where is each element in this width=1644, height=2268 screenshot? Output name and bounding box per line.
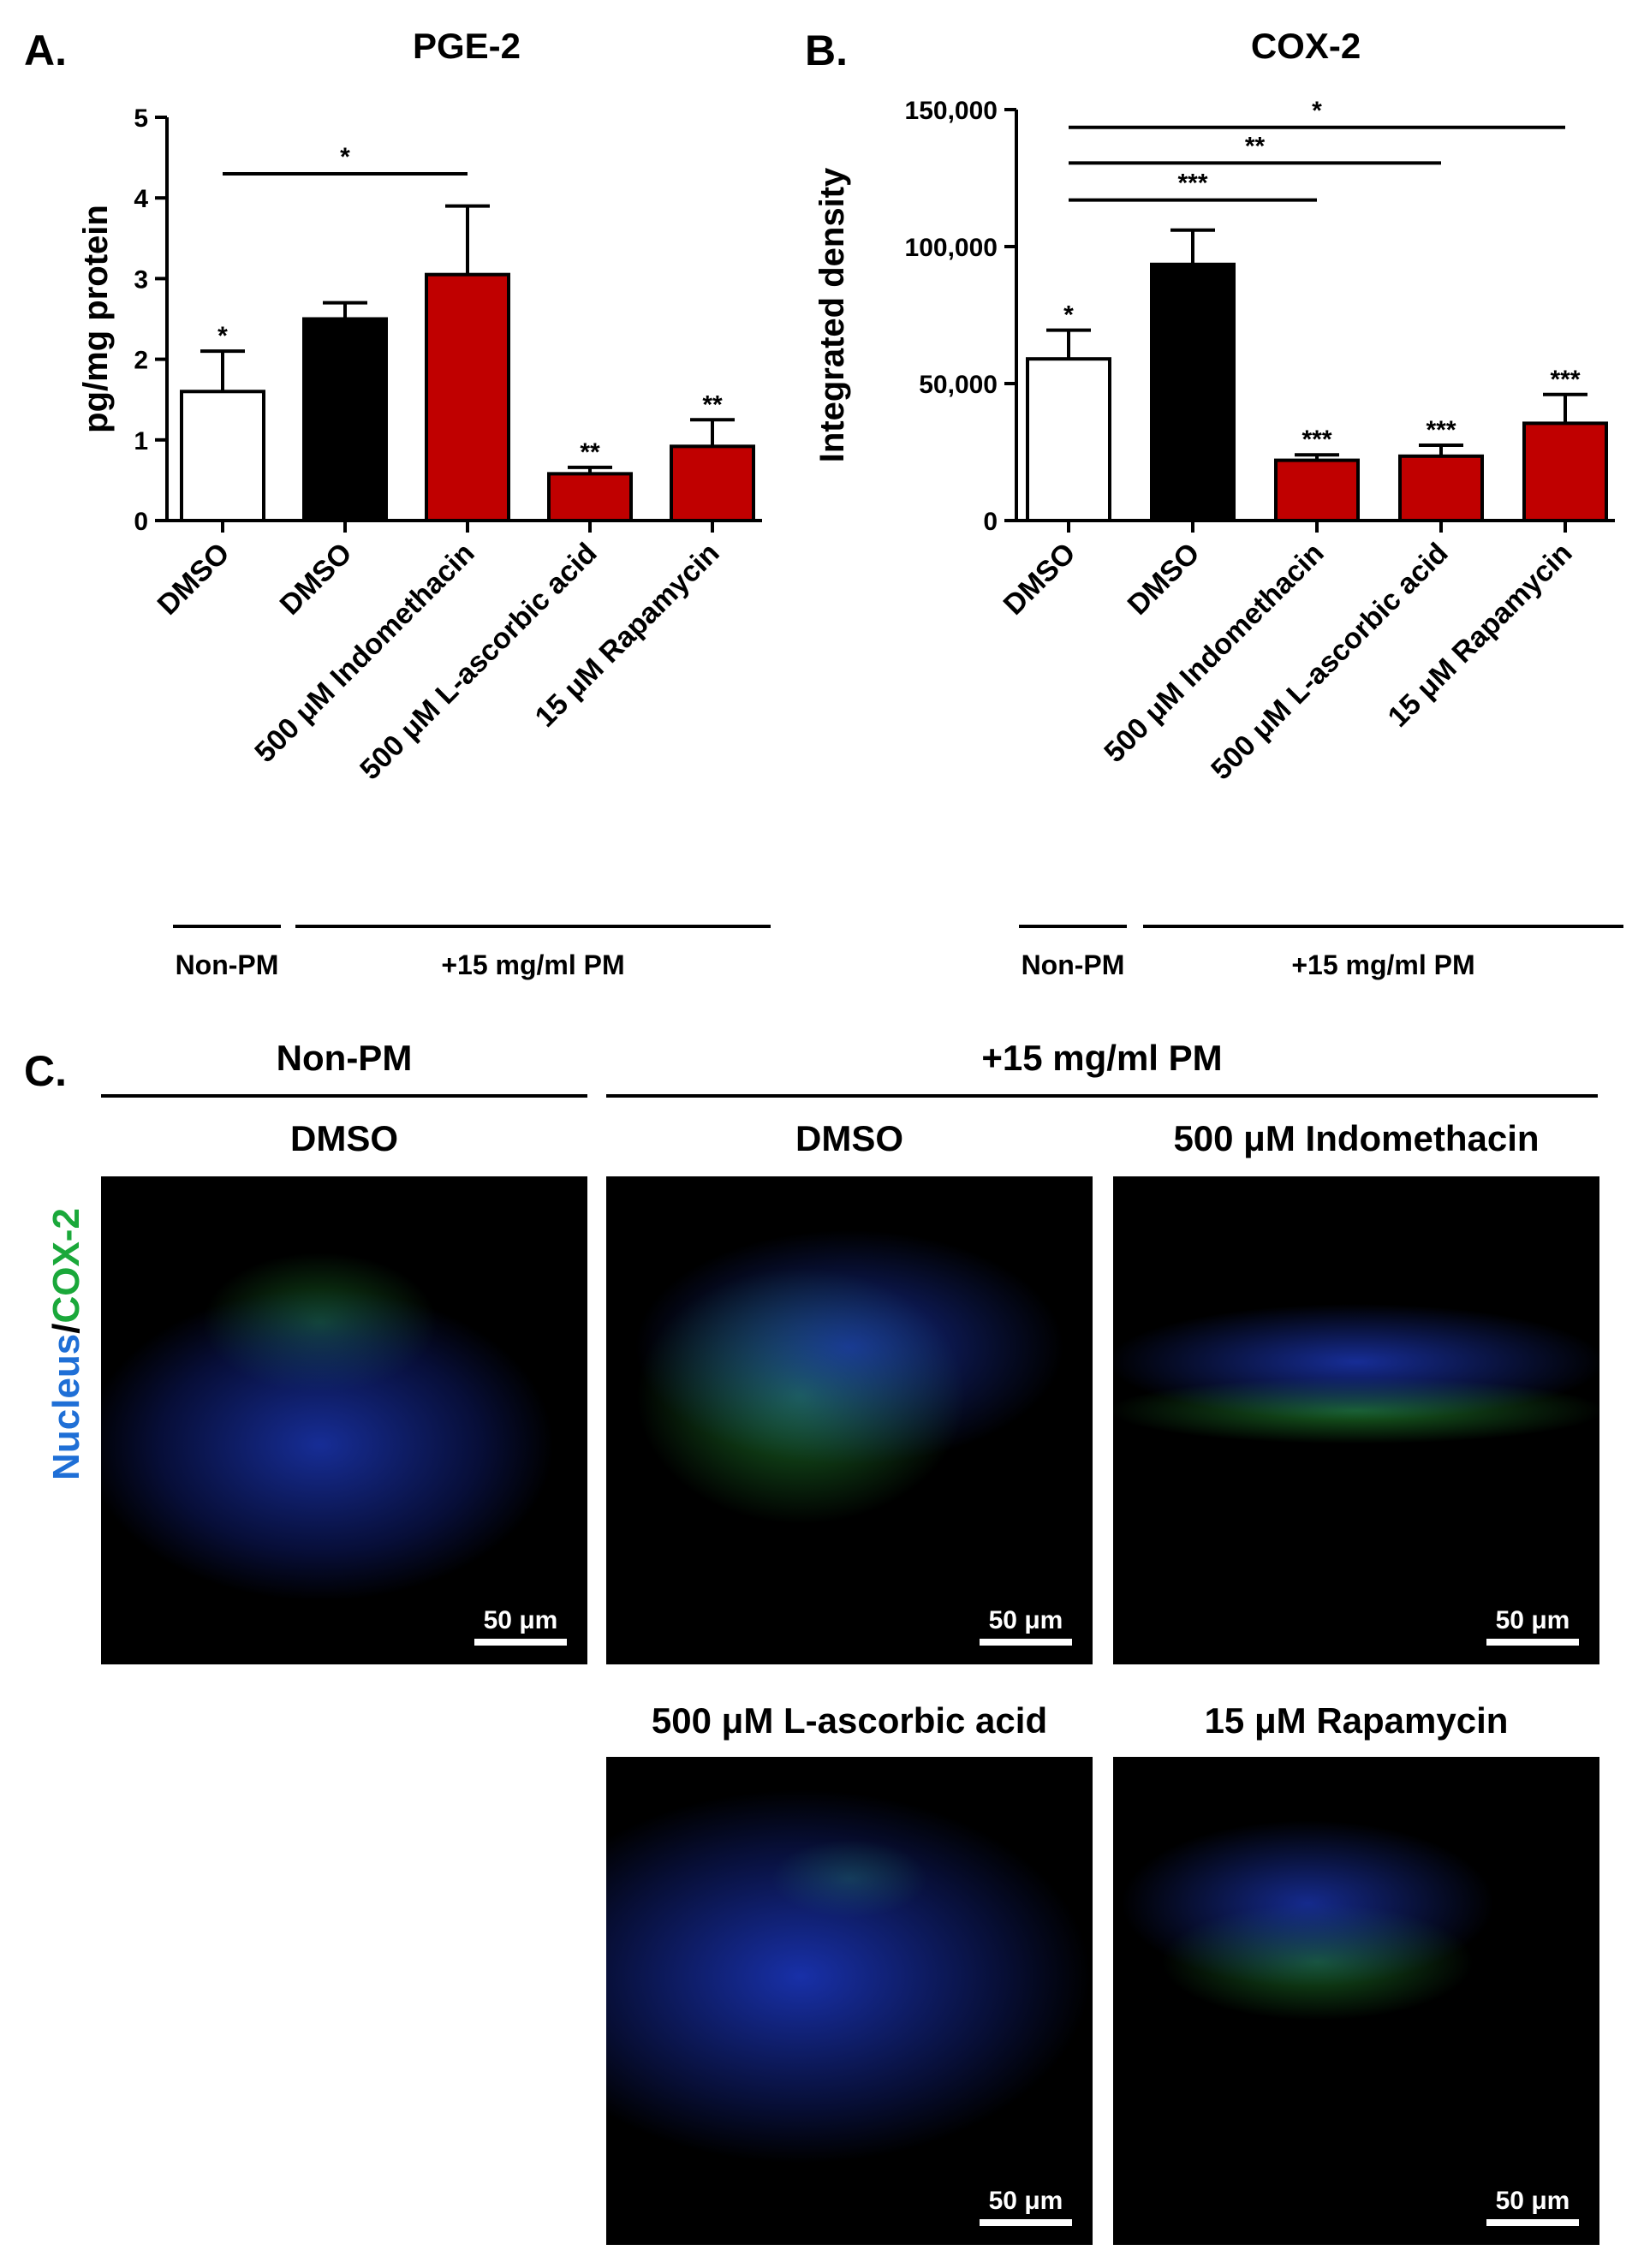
significance-mark: *** (1302, 426, 1331, 454)
bracket-label: *** (1177, 170, 1207, 198)
bar (1522, 421, 1608, 522)
micrograph-ylabel: Nucleus/COX-2 (45, 1208, 88, 1480)
bar (425, 272, 510, 522)
group-label: Non-PM (176, 949, 279, 980)
scale-bar-line (1486, 1639, 1579, 1646)
scale-bar-line (474, 1639, 567, 1646)
scale-bar-label: 50 μm (1495, 1606, 1570, 1634)
scale-bar-line (980, 2219, 1072, 2226)
image-label-4: 500 μM L-ascorbic acid (651, 1700, 1048, 1741)
scale-bar-label: 50 μm (1495, 2187, 1570, 2215)
significance-mark: *** (1426, 416, 1456, 444)
significance-mark: * (217, 322, 228, 350)
micrograph-pm-rapamycin: 50 μm (1113, 1757, 1599, 2245)
significance-mark: *** (1550, 366, 1580, 394)
significance-mark: * (1063, 301, 1074, 330)
cox2-label: COX-2 (45, 1208, 87, 1324)
y-tick-label: 1 (134, 427, 148, 455)
y-tick-label: 5 (134, 104, 148, 133)
x-tick-label: DMSO (274, 537, 359, 622)
micrograph-pm-dmso: 50 μm (606, 1176, 1093, 1664)
bar (547, 472, 633, 523)
y-tick-label: 100,000 (905, 234, 998, 262)
bracket-label: * (1312, 97, 1322, 125)
bar (1150, 262, 1236, 522)
chart-cox2: COX-2 0 50,000 100,000 150,000 Integrated den… (813, 26, 1623, 980)
bracket-label: * (340, 143, 350, 171)
chart-title: PGE-2 (413, 26, 521, 66)
y-axis-label: Integrated density (813, 167, 851, 462)
scale-bar-4: 50 μm (980, 2187, 1072, 2226)
image-label-3: 500 μM Indomethacin (1173, 1118, 1540, 1158)
nucleus-label: Nucleus (45, 1333, 87, 1480)
x-tick-label: 500 μM L-ascorbic acid (354, 537, 603, 786)
group-nonpm-label: Non-PM (276, 1038, 413, 1078)
bar (1274, 458, 1360, 522)
bar (1398, 454, 1484, 522)
bracket-label: ** (1245, 132, 1266, 160)
y-tick-label: 50,000 (919, 371, 998, 399)
x-tick-label: 500 μM L-ascorbic acid (1205, 537, 1454, 786)
x-tick-label: DMSO (998, 537, 1082, 622)
group-pm-line (606, 1094, 1598, 1098)
chart-title: COX-2 (1251, 26, 1361, 66)
x-tick-label: DMSO (152, 537, 236, 622)
image-label-1: DMSO (290, 1118, 398, 1158)
panel-b-letter: B. (805, 27, 848, 74)
micrograph-nonpm-dmso: 50 μm (101, 1176, 587, 1664)
scale-bar-2: 50 μm (980, 1606, 1072, 1646)
x-tick-label: DMSO (1122, 537, 1206, 622)
micrograph-pm-indomethacin: 50 μm (1113, 1176, 1599, 1664)
panel-a-letter: A. (24, 27, 67, 74)
group-nonpm-line (101, 1094, 587, 1098)
scale-bar-line (1486, 2219, 1579, 2226)
y-tick-label: 2 (134, 347, 148, 375)
bar (180, 390, 265, 522)
group-label: Non-PM (1022, 949, 1125, 980)
y-tick-label: 0 (983, 508, 998, 536)
group-label: +15 mg/ml PM (441, 949, 624, 980)
group-pm-label: +15 mg/ml PM (981, 1038, 1223, 1078)
scale-bar-label: 50 μm (988, 1606, 1063, 1634)
scale-bar-5: 50 μm (1486, 2187, 1579, 2226)
bar (302, 317, 388, 522)
y-tick-label: 0 (134, 508, 148, 536)
significance-mark: ** (702, 390, 723, 419)
x-tick-label: 500 μM Indomethacin (248, 537, 480, 769)
label-separator: / (45, 1323, 87, 1334)
scale-bar-label: 50 μm (988, 2187, 1063, 2215)
image-label-2: DMSO (795, 1118, 903, 1158)
scale-bar-line (980, 1639, 1072, 1646)
group-label: +15 mg/ml PM (1291, 949, 1474, 980)
y-tick-label: 150,000 (905, 97, 998, 125)
panel-c-letter: C. (24, 1047, 67, 1095)
scale-bar-label: 50 μm (483, 1606, 558, 1634)
significance-mark: ** (580, 438, 600, 467)
y-tick-label: 4 (134, 185, 148, 213)
x-tick-label: 500 μM Indomethacin (1098, 537, 1330, 769)
y-tick-label: 3 (134, 265, 148, 294)
micrograph-pm-ascorbic: 50 μm (606, 1757, 1093, 2245)
bar (670, 444, 755, 522)
scale-bar-3: 50 μm (1486, 1606, 1579, 1646)
image-label-5: 15 μM Rapamycin (1204, 1700, 1509, 1741)
scale-bar-1: 50 μm (474, 1606, 567, 1646)
y-axis-label: pg/mg protein (77, 205, 115, 433)
bar (1026, 357, 1111, 523)
